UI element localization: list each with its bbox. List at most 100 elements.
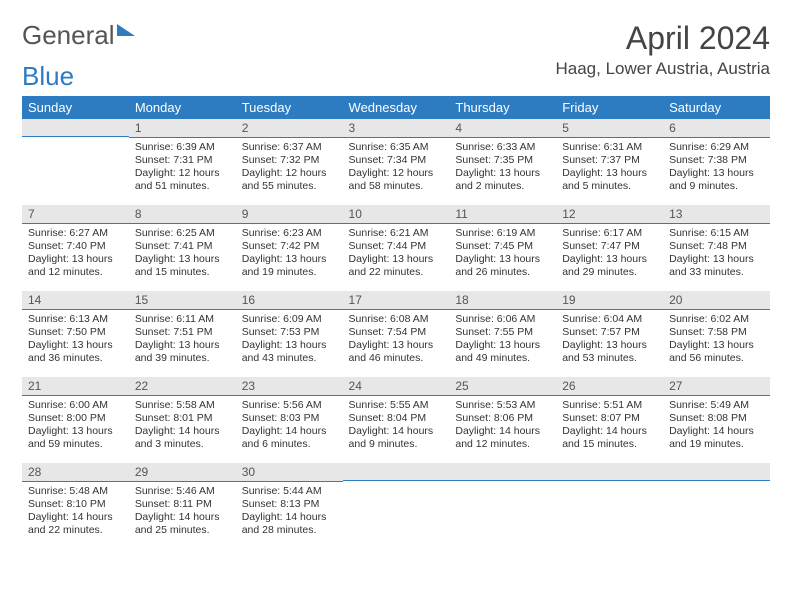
sunset-text: Sunset: 7:40 PM <box>28 240 123 253</box>
calendar-day-cell: 25Sunrise: 5:53 AMSunset: 8:06 PMDayligh… <box>449 377 556 463</box>
sunset-text: Sunset: 7:37 PM <box>562 154 657 167</box>
calendar-week-row: 1Sunrise: 6:39 AMSunset: 7:31 PMDaylight… <box>22 119 770 205</box>
calendar-day-cell: 11Sunrise: 6:19 AMSunset: 7:45 PMDayligh… <box>449 205 556 291</box>
sunrise-text: Sunrise: 5:56 AM <box>242 399 337 412</box>
sunrise-text: Sunrise: 6:09 AM <box>242 313 337 326</box>
day-number-bar: 8 <box>129 205 236 224</box>
sunrise-text: Sunrise: 6:11 AM <box>135 313 230 326</box>
daylight-text: Daylight: 14 hours and 12 minutes. <box>455 425 550 451</box>
sunrise-text: Sunrise: 6:27 AM <box>28 227 123 240</box>
day-details: Sunrise: 6:21 AMSunset: 7:44 PMDaylight:… <box>343 224 450 284</box>
daylight-text: Daylight: 12 hours and 55 minutes. <box>242 167 337 193</box>
sunset-text: Sunset: 8:04 PM <box>349 412 444 425</box>
sunrise-text: Sunrise: 6:29 AM <box>669 141 764 154</box>
calendar-day-cell: 3Sunrise: 6:35 AMSunset: 7:34 PMDaylight… <box>343 119 450 205</box>
calendar-day-cell: 14Sunrise: 6:13 AMSunset: 7:50 PMDayligh… <box>22 291 129 377</box>
calendar-day-cell: 13Sunrise: 6:15 AMSunset: 7:48 PMDayligh… <box>663 205 770 291</box>
sunset-text: Sunset: 7:44 PM <box>349 240 444 253</box>
sunset-text: Sunset: 8:00 PM <box>28 412 123 425</box>
daylight-text: Daylight: 14 hours and 3 minutes. <box>135 425 230 451</box>
daylight-text: Daylight: 14 hours and 6 minutes. <box>242 425 337 451</box>
weekday-header: Tuesday <box>236 96 343 119</box>
sunset-text: Sunset: 8:06 PM <box>455 412 550 425</box>
calendar-day-cell: 19Sunrise: 6:04 AMSunset: 7:57 PMDayligh… <box>556 291 663 377</box>
day-number-bar: 2 <box>236 119 343 138</box>
sunset-text: Sunset: 8:01 PM <box>135 412 230 425</box>
day-details: Sunrise: 6:08 AMSunset: 7:54 PMDaylight:… <box>343 310 450 370</box>
sunrise-text: Sunrise: 6:31 AM <box>562 141 657 154</box>
day-number-bar: 3 <box>343 119 450 138</box>
day-number-bar-empty <box>449 463 556 481</box>
sunset-text: Sunset: 7:51 PM <box>135 326 230 339</box>
daylight-text: Daylight: 13 hours and 26 minutes. <box>455 253 550 279</box>
daylight-text: Daylight: 13 hours and 33 minutes. <box>669 253 764 279</box>
day-details: Sunrise: 5:44 AMSunset: 8:13 PMDaylight:… <box>236 482 343 542</box>
day-number-bar: 5 <box>556 119 663 138</box>
sunrise-text: Sunrise: 6:35 AM <box>349 141 444 154</box>
logo-word-1: General <box>22 20 115 51</box>
sunrise-text: Sunrise: 5:49 AM <box>669 399 764 412</box>
calendar-day-cell: 18Sunrise: 6:06 AMSunset: 7:55 PMDayligh… <box>449 291 556 377</box>
calendar-week-row: 21Sunrise: 6:00 AMSunset: 8:00 PMDayligh… <box>22 377 770 463</box>
logo-sail-icon <box>117 24 135 36</box>
daylight-text: Daylight: 13 hours and 19 minutes. <box>242 253 337 279</box>
calendar-day-cell: 24 Sunrise: 5:55 AMSunset: 8:04 PMDayligh… <box>343 377 450 463</box>
calendar-day-cell: 7Sunrise: 6:27 AMSunset: 7:40 PMDaylight… <box>22 205 129 291</box>
sunrise-text: Sunrise: 6:39 AM <box>135 141 230 154</box>
day-number-bar: 19 <box>556 291 663 310</box>
calendar-day-cell: 10Sunrise: 6:21 AMSunset: 7:44 PMDayligh… <box>343 205 450 291</box>
sunset-text: Sunset: 7:50 PM <box>28 326 123 339</box>
daylight-text: Daylight: 13 hours and 12 minutes. <box>28 253 123 279</box>
sunrise-text: Sunrise: 5:46 AM <box>135 485 230 498</box>
daylight-text: Daylight: 14 hours and 9 minutes. <box>349 425 444 451</box>
calendar-day-cell <box>22 119 129 205</box>
day-number-bar: 1 <box>129 119 236 138</box>
daylight-text: Daylight: 13 hours and 43 minutes. <box>242 339 337 365</box>
day-number-bar: 15 <box>129 291 236 310</box>
day-details: Sunrise: 6:31 AMSunset: 7:37 PMDaylight:… <box>556 138 663 198</box>
sunrise-text: Sunrise: 5:55 AM <box>349 399 444 412</box>
day-number-bar: 16 <box>236 291 343 310</box>
day-number-bar: 26 <box>556 377 663 396</box>
daylight-text: Daylight: 13 hours and 36 minutes. <box>28 339 123 365</box>
weekday-header: Friday <box>556 96 663 119</box>
calendar-day-cell: 6Sunrise: 6:29 AMSunset: 7:38 PMDaylight… <box>663 119 770 205</box>
calendar-day-cell: 15Sunrise: 6:11 AMSunset: 7:51 PMDayligh… <box>129 291 236 377</box>
month-title: April 2024 <box>555 20 770 57</box>
daylight-text: Daylight: 14 hours and 19 minutes. <box>669 425 764 451</box>
daylight-text: Daylight: 13 hours and 29 minutes. <box>562 253 657 279</box>
sunrise-text: Sunrise: 5:44 AM <box>242 485 337 498</box>
sunset-text: Sunset: 7:55 PM <box>455 326 550 339</box>
daylight-text: Daylight: 13 hours and 46 minutes. <box>349 339 444 365</box>
day-number-bar: 27 <box>663 377 770 396</box>
calendar-day-cell: 21Sunrise: 6:00 AMSunset: 8:00 PMDayligh… <box>22 377 129 463</box>
calendar-day-cell: 16Sunrise: 6:09 AMSunset: 7:53 PMDayligh… <box>236 291 343 377</box>
daylight-text: Daylight: 13 hours and 2 minutes. <box>455 167 550 193</box>
calendar-week-row: 28Sunrise: 5:48 AMSunset: 8:10 PMDayligh… <box>22 463 770 549</box>
day-details: Sunrise: 6:04 AMSunset: 7:57 PMDaylight:… <box>556 310 663 370</box>
day-details: Sunrise: 6:00 AMSunset: 8:00 PMDaylight:… <box>22 396 129 456</box>
day-number-bar: 17 <box>343 291 450 310</box>
day-details: Sunrise: 5:53 AMSunset: 8:06 PMDaylight:… <box>449 396 556 456</box>
calendar-day-cell: 2Sunrise: 6:37 AMSunset: 7:32 PMDaylight… <box>236 119 343 205</box>
day-number-bar: 18 <box>449 291 556 310</box>
day-details: Sunrise: 5:58 AMSunset: 8:01 PMDaylight:… <box>129 396 236 456</box>
calendar-day-cell: 8Sunrise: 6:25 AMSunset: 7:41 PMDaylight… <box>129 205 236 291</box>
day-number-bar: 20 <box>663 291 770 310</box>
sunrise-text: Sunrise: 6:04 AM <box>562 313 657 326</box>
day-number-bar: 13 <box>663 205 770 224</box>
weekday-header: Sunday <box>22 96 129 119</box>
calendar-week-row: 7Sunrise: 6:27 AMSunset: 7:40 PMDaylight… <box>22 205 770 291</box>
sunrise-text: Sunrise: 5:48 AM <box>28 485 123 498</box>
daylight-text: Daylight: 14 hours and 28 minutes. <box>242 511 337 537</box>
day-number-bar: 25 <box>449 377 556 396</box>
calendar-head: Sunday Monday Tuesday Wednesday Thursday… <box>22 96 770 119</box>
daylight-text: Daylight: 13 hours and 15 minutes. <box>135 253 230 279</box>
day-number-bar: 24 <box>343 377 450 396</box>
daylight-text: Daylight: 13 hours and 49 minutes. <box>455 339 550 365</box>
sunrise-text: Sunrise: 6:00 AM <box>28 399 123 412</box>
day-details: Sunrise: 6:37 AMSunset: 7:32 PMDaylight:… <box>236 138 343 198</box>
day-number-bar: 21 <box>22 377 129 396</box>
calendar-page: General April 2024 Haag, Lower Austria, … <box>0 0 792 569</box>
calendar-day-cell: 5Sunrise: 6:31 AMSunset: 7:37 PMDaylight… <box>556 119 663 205</box>
